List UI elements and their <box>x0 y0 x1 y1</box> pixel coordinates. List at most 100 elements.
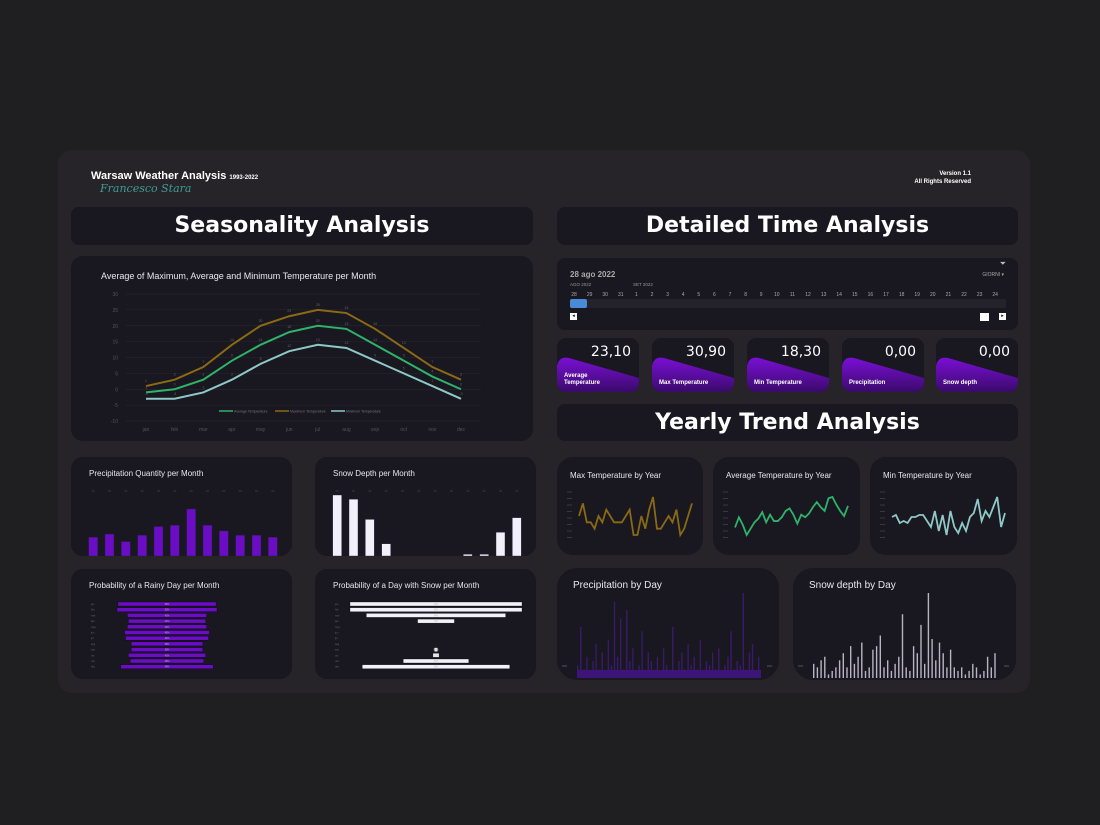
data-label: 9 <box>374 354 376 358</box>
day-label[interactable]: 30 <box>602 292 608 298</box>
day-label[interactable]: 17 <box>883 292 889 298</box>
timeline-track[interactable] <box>570 299 1006 308</box>
category-label: aug <box>91 643 96 646</box>
granularity-dropdown[interactable]: GIORNI ▾ <box>982 272 1004 278</box>
bar-value-label: 42% <box>165 627 170 629</box>
chart-title: Probability of a Day with Snow per Month <box>333 581 480 590</box>
category-label: jan <box>90 603 95 606</box>
x-tick-label: feb <box>171 427 178 433</box>
day-label[interactable]: 24 <box>992 292 998 298</box>
bar <box>824 656 826 678</box>
bar <box>137 535 147 556</box>
bar <box>362 664 510 669</box>
rights-label: All Rights Reserved <box>914 179 971 185</box>
data-label: -1 <box>144 385 147 389</box>
day-label[interactable]: 20 <box>930 292 936 298</box>
category-label: mar <box>91 614 95 617</box>
category-label: nov <box>335 660 340 663</box>
day-label[interactable]: 6 <box>713 292 716 298</box>
kpi-card: 0,00 Snow depth <box>936 338 1018 392</box>
bar <box>662 648 665 678</box>
day-label[interactable]: 11 <box>789 292 795 298</box>
day-label[interactable]: 18 <box>898 292 905 298</box>
day-label[interactable]: 10 <box>774 292 780 298</box>
day-label[interactable]: 21 <box>945 292 952 298</box>
data-label: 3 <box>174 373 176 377</box>
day-label[interactable]: 23 <box>976 292 983 298</box>
bar <box>835 667 837 678</box>
bar <box>846 667 848 678</box>
day-label[interactable]: 5 <box>697 292 701 298</box>
clear-filter-icon[interactable]: ⏷ <box>999 259 1006 268</box>
day-label[interactable]: 19 <box>914 292 920 298</box>
day-label[interactable]: 3 <box>666 292 669 298</box>
bar-value-label: 53% <box>165 610 170 612</box>
x-tick-label: jun <box>285 427 293 433</box>
bar <box>693 656 695 678</box>
category-label: may <box>335 626 340 629</box>
data-label: 3 <box>202 373 204 377</box>
bar <box>251 535 262 556</box>
bar <box>912 646 915 678</box>
data-label: 12 <box>287 344 291 348</box>
kpi-card: 0,00 Precipitation <box>842 338 924 392</box>
day-label[interactable]: 29 <box>586 292 593 298</box>
data-label: 7 <box>202 360 204 364</box>
min-year-card: Min Temperature by Year <box>870 457 1017 555</box>
bar-value-label: 1.5% <box>433 655 438 657</box>
day-label[interactable]: 31 <box>618 292 624 298</box>
day-label[interactable]: 8 <box>744 292 747 298</box>
day-label[interactable]: 7 <box>728 292 732 298</box>
category-label: sep <box>91 649 96 652</box>
bar <box>946 667 948 678</box>
bar <box>672 627 674 678</box>
legend-label: Average Temperature <box>234 410 268 414</box>
day-label[interactable]: 15 <box>852 292 858 298</box>
bar <box>268 536 278 556</box>
scroll-right-button[interactable]: ▸ <box>999 313 1006 320</box>
scroll-left-button[interactable]: ◂ <box>570 313 577 320</box>
category-label: may <box>91 626 96 629</box>
category-label: dec <box>335 666 340 669</box>
kpi-wave-shape <box>936 357 1018 392</box>
day-label[interactable]: 12 <box>805 292 811 298</box>
bar <box>875 646 878 678</box>
bar <box>983 670 985 678</box>
bar <box>872 649 874 678</box>
timeline-slicer[interactable]: 28 ago 2022 AGO 2022 SET 2022 GIORNI ▾ ⏷… <box>557 258 1018 330</box>
category-label: aug <box>335 643 340 646</box>
y-tick-label: 15 <box>112 340 118 346</box>
legend-label: Minimum Temperature <box>346 410 381 414</box>
day-label[interactable]: 9 <box>759 292 763 298</box>
data-label: 1 <box>145 379 147 383</box>
bar <box>219 530 229 556</box>
day-label[interactable]: 2 <box>650 292 654 298</box>
bar-value-label: 41% <box>165 621 170 623</box>
day-label[interactable]: 28 <box>571 292 577 298</box>
bar <box>736 661 738 678</box>
bar <box>931 639 933 678</box>
y-tick-label: 10 <box>112 356 118 362</box>
bar <box>332 494 342 556</box>
day-label[interactable]: 14 <box>836 292 842 298</box>
data-label: 14 <box>230 338 234 342</box>
day-label[interactable]: 13 <box>820 292 827 298</box>
day-label[interactable]: 1 <box>635 292 638 298</box>
day-label[interactable]: 16 <box>867 292 874 298</box>
bar-value-label: 0.8% <box>433 650 438 652</box>
bar <box>857 656 859 678</box>
section-seasonality: Seasonality Analysis <box>71 207 533 245</box>
scroll-thumb[interactable] <box>980 313 989 321</box>
day-label[interactable]: 4 <box>681 292 685 298</box>
data-label: 9 <box>231 354 233 358</box>
data-label: -3 <box>144 392 147 396</box>
precip-day-chart <box>562 593 772 678</box>
day-label[interactable]: 22 <box>961 292 967 298</box>
data-label: -3 <box>459 392 462 396</box>
timeline-selection[interactable] <box>570 299 588 308</box>
bar-value-label: 34% <box>434 615 439 617</box>
category-label: apr <box>335 620 339 623</box>
bar <box>853 663 856 678</box>
bar <box>121 541 131 556</box>
bar <box>601 652 603 678</box>
